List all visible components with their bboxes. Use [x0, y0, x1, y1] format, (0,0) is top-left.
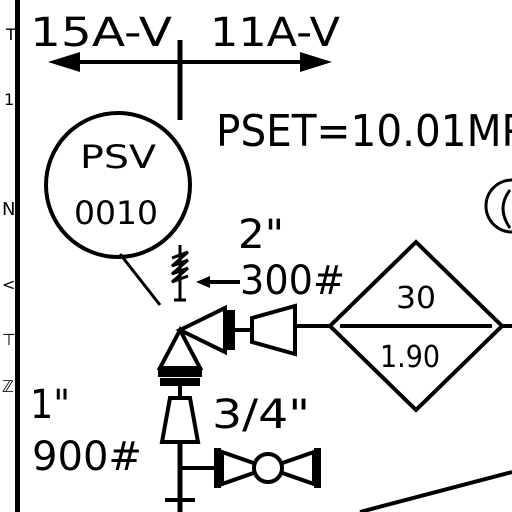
- inlet-reducer-icon: [159, 378, 201, 512]
- header-flow-line: [48, 40, 332, 120]
- relief-valve-spring-icon: [171, 245, 189, 302]
- line-label-right: 11A-V: [210, 10, 341, 56]
- inlet-size-label: 1": [30, 382, 70, 428]
- margin-glyph: N: [2, 199, 15, 220]
- bubble-leader-line: [118, 253, 162, 306]
- psv-instrument-bubble: PSV 0010: [44, 111, 192, 306]
- margin-text: T 1 N < ⊤ ℤ: [2, 25, 16, 396]
- inlet-rating-label: 900#: [32, 434, 142, 480]
- drain-size-label: 3/4": [212, 392, 310, 438]
- psv-tag-number: 0010: [74, 194, 158, 232]
- arrow-right-icon: [300, 52, 332, 72]
- diamond-tag-top: 30: [396, 281, 436, 316]
- leader-line-bottom: [359, 470, 512, 512]
- margin-glyph: ℤ: [2, 377, 14, 396]
- pointer-arrow-icon: [196, 276, 210, 288]
- margin-glyph: 1: [4, 90, 14, 109]
- outlet-pointer: [196, 276, 240, 288]
- set-pressure-label: PSET=10.01MP: [216, 106, 512, 157]
- outlet-size-label: 2": [238, 212, 284, 258]
- margin-glyph: ⊤: [2, 330, 16, 349]
- relief-valve-body-icon: [156, 304, 235, 377]
- partial-bubble-edge: [484, 178, 512, 234]
- diamond-tag-bottom: 1.90: [380, 340, 440, 375]
- drain-valve-icon: [180, 448, 321, 488]
- partial-bubble-arc: [501, 189, 512, 229]
- diamond-tag: 30 1.90: [327, 239, 512, 413]
- psv-tag-type: PSV: [80, 138, 156, 176]
- outlet-rating-label: 300#: [240, 258, 345, 304]
- margin-glyph: <: [2, 275, 15, 294]
- arrow-left-icon: [48, 52, 80, 72]
- sheet-border-line: [15, 0, 20, 512]
- margin-glyph: T: [5, 25, 16, 44]
- line-label-left: 15A-V: [30, 10, 173, 56]
- outlet-reducer-icon: [235, 303, 335, 357]
